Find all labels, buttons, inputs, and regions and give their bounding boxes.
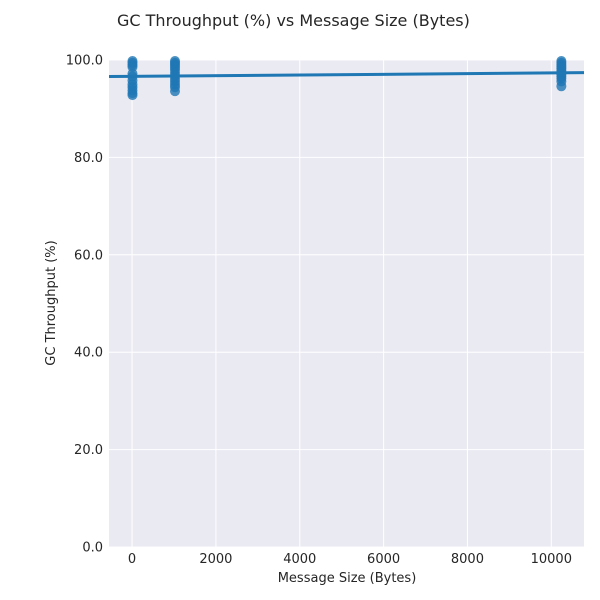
x-tick-label: 0 (128, 552, 136, 567)
trend-line-group (108, 71, 585, 79)
trend-line (108, 71, 585, 79)
y-axis-ticks: 0.0 20.0 40.0 60.0 80.0 100.0 (66, 54, 103, 556)
x-tick-label: 6000 (367, 552, 400, 567)
x-axis-ticks: 0 2000 4000 6000 8000 10000 (128, 552, 572, 567)
chart-title: GC Throughput (%) vs Message Size (Bytes… (117, 11, 470, 30)
y-tick-label: 100.0 (66, 54, 103, 69)
x-tick-label: 10000 (531, 552, 572, 567)
y-tick-label: 0.0 (82, 541, 103, 556)
y-tick-label: 80.0 (74, 151, 103, 166)
x-tick-label: 2000 (199, 552, 232, 567)
data-points (127, 55, 567, 101)
data-point (169, 86, 180, 97)
y-tick-label: 60.0 (74, 248, 103, 263)
plot-background (109, 60, 584, 547)
data-point (127, 90, 138, 101)
y-tick-label: 40.0 (74, 346, 103, 361)
x-axis-label: Message Size (Bytes) (278, 571, 417, 586)
grid-lines (109, 59, 584, 548)
x-tick-label: 4000 (283, 552, 316, 567)
y-axis-label: GC Throughput (%) (44, 240, 59, 365)
y-tick-label: 20.0 (74, 443, 103, 458)
x-tick-label: 8000 (451, 552, 484, 567)
data-point (556, 81, 567, 92)
